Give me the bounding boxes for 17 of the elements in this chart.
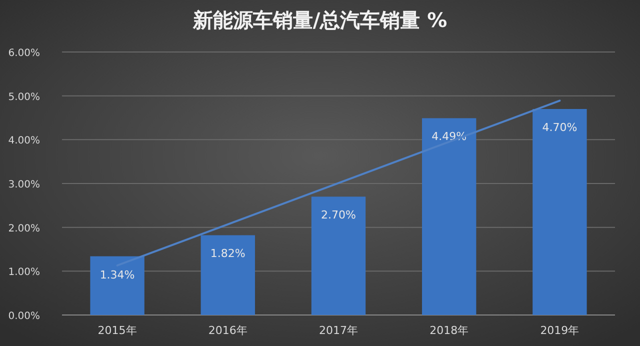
data-label: 2.70% — [321, 208, 356, 222]
data-label: 1.82% — [210, 247, 246, 260]
y-tick-label: 3.00% — [8, 180, 40, 190]
x-tick-label: 2017年 — [319, 324, 358, 337]
x-tick-label: 2016年 — [208, 324, 248, 337]
data-label: 1.34% — [100, 268, 135, 282]
y-tick-label: 1.00% — [8, 267, 40, 278]
y-tick-label: 6.00% — [8, 48, 40, 59]
x-tick-label: 2019年 — [540, 324, 580, 337]
y-tick-label: 0.00% — [8, 311, 40, 322]
y-tick-label: 4.00% — [8, 136, 40, 147]
y-tick-label: 2.00% — [8, 223, 40, 234]
y-tick-label: 5.00% — [8, 92, 40, 103]
data-label: 4.70% — [542, 120, 578, 134]
chart-title: 新能源车销量/总汽车销量 % — [192, 8, 448, 32]
x-tick-label: 2018年 — [430, 324, 469, 337]
x-tick-label: 2015年 — [98, 324, 137, 337]
